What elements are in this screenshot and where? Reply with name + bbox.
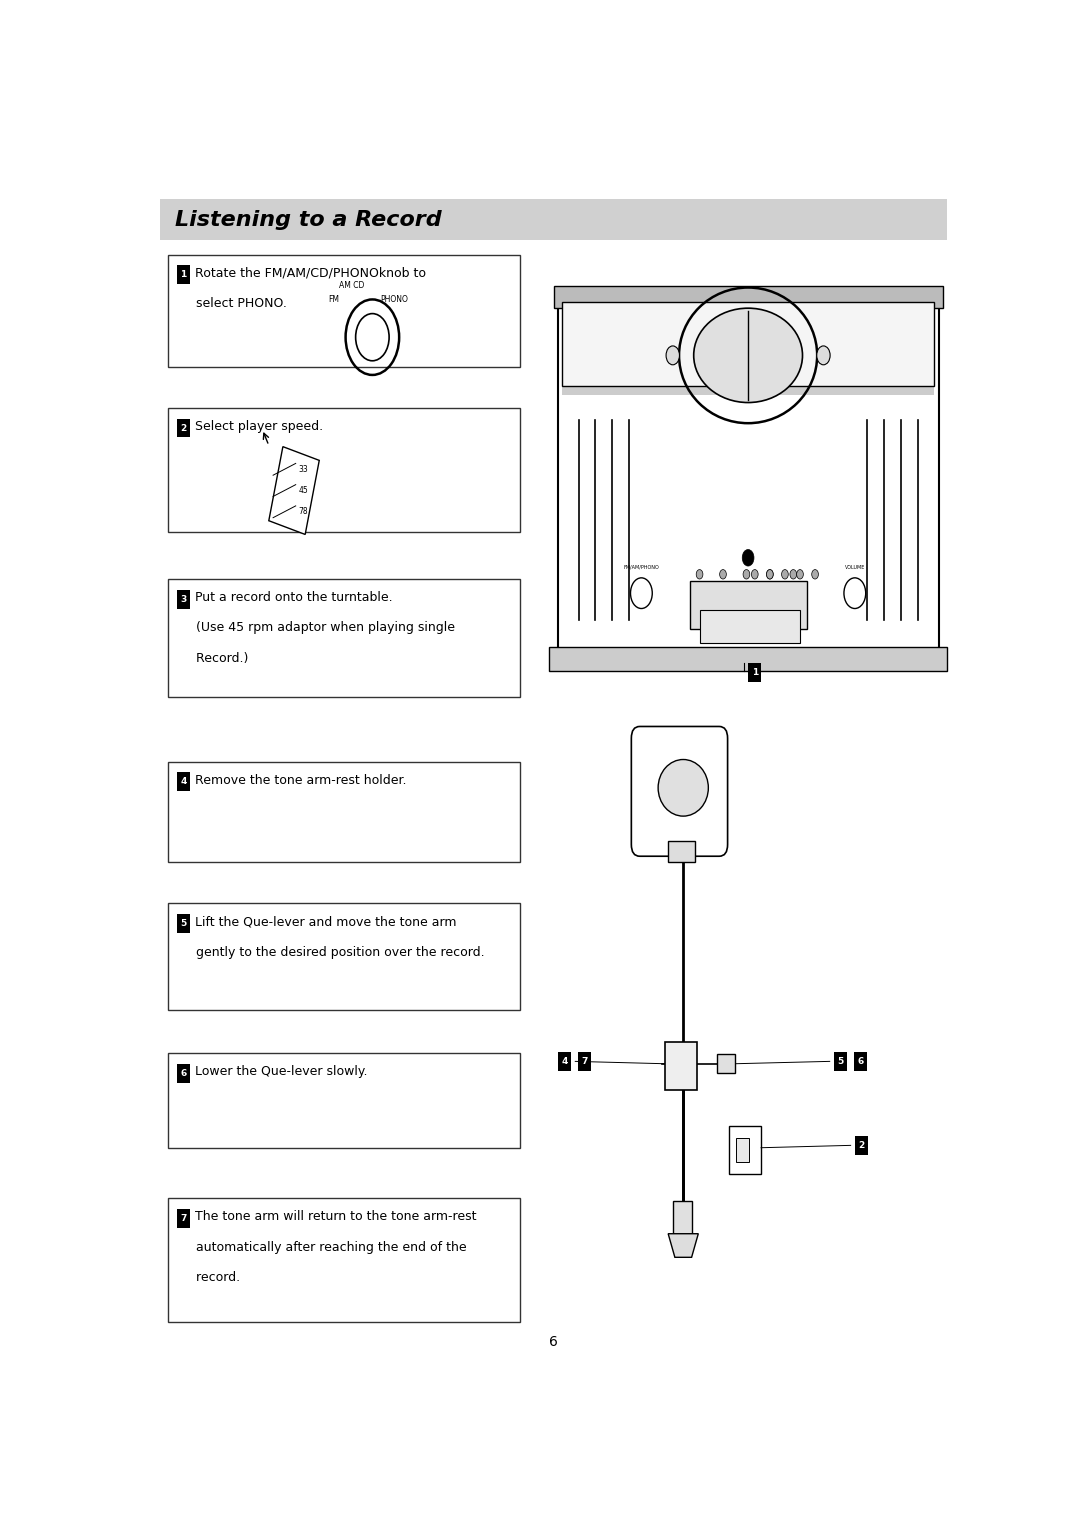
FancyBboxPatch shape: [177, 265, 190, 283]
FancyBboxPatch shape: [834, 1052, 848, 1071]
FancyBboxPatch shape: [168, 408, 521, 532]
Ellipse shape: [658, 760, 708, 817]
FancyBboxPatch shape: [717, 1054, 735, 1074]
Text: gently to the desired position over the record.: gently to the desired position over the …: [184, 945, 484, 959]
Text: VOLUME: VOLUME: [845, 565, 865, 570]
Text: Put a record onto the turntable.: Put a record onto the turntable.: [195, 591, 393, 604]
Polygon shape: [269, 447, 320, 535]
FancyBboxPatch shape: [689, 581, 807, 628]
Text: 3: 3: [180, 594, 187, 604]
Text: 4: 4: [180, 777, 187, 786]
FancyBboxPatch shape: [578, 1052, 591, 1071]
Text: FM/AM/PHONO: FM/AM/PHONO: [623, 565, 659, 570]
Text: 5: 5: [180, 919, 187, 928]
FancyBboxPatch shape: [168, 1198, 521, 1322]
Text: AM CD: AM CD: [339, 280, 364, 290]
Text: record.: record.: [184, 1272, 240, 1284]
FancyBboxPatch shape: [177, 418, 190, 438]
Circle shape: [742, 550, 754, 565]
Circle shape: [743, 570, 750, 579]
FancyBboxPatch shape: [168, 1052, 521, 1147]
Text: The tone arm will return to the tone arm-rest: The tone arm will return to the tone arm…: [195, 1210, 476, 1223]
Ellipse shape: [693, 308, 802, 403]
Text: 7: 7: [581, 1057, 588, 1066]
Circle shape: [767, 570, 773, 579]
FancyBboxPatch shape: [855, 1135, 868, 1155]
FancyBboxPatch shape: [669, 841, 694, 863]
FancyBboxPatch shape: [177, 1209, 190, 1227]
FancyBboxPatch shape: [168, 761, 521, 863]
FancyBboxPatch shape: [632, 726, 728, 856]
FancyBboxPatch shape: [748, 663, 761, 682]
FancyBboxPatch shape: [665, 1042, 697, 1089]
FancyBboxPatch shape: [557, 296, 939, 650]
Text: Lower the Que-lever slowly.: Lower the Que-lever slowly.: [195, 1065, 368, 1079]
FancyBboxPatch shape: [177, 915, 190, 933]
Text: 6: 6: [180, 1069, 187, 1079]
Circle shape: [812, 570, 819, 579]
Circle shape: [697, 570, 703, 579]
Text: 78: 78: [298, 507, 308, 516]
FancyBboxPatch shape: [177, 772, 190, 792]
Text: 2: 2: [859, 1141, 865, 1151]
Text: select PHONO.: select PHONO.: [184, 297, 286, 309]
Circle shape: [797, 570, 804, 579]
Polygon shape: [669, 1233, 699, 1258]
Text: Lift the Que-lever and move the tone arm: Lift the Que-lever and move the tone arm: [195, 915, 457, 928]
FancyBboxPatch shape: [735, 1138, 750, 1161]
Text: 6: 6: [549, 1336, 558, 1350]
Circle shape: [666, 346, 679, 365]
Text: 1: 1: [752, 668, 758, 677]
Text: Select player speed.: Select player speed.: [195, 420, 323, 432]
Text: Remove the tone arm-rest holder.: Remove the tone arm-rest holder.: [195, 774, 407, 786]
FancyBboxPatch shape: [700, 610, 800, 643]
Text: (Use 45 rpm adaptor when playing single: (Use 45 rpm adaptor when playing single: [184, 622, 455, 634]
Circle shape: [767, 570, 773, 579]
FancyBboxPatch shape: [673, 1201, 691, 1233]
FancyBboxPatch shape: [854, 1052, 867, 1071]
Circle shape: [752, 570, 758, 579]
Text: 33: 33: [298, 464, 308, 473]
Text: Record.): Record.): [184, 653, 248, 665]
Text: FM: FM: [328, 296, 339, 303]
FancyBboxPatch shape: [160, 199, 947, 241]
Text: Rotate the FM/AM/CD/PHONOknob to: Rotate the FM/AM/CD/PHONOknob to: [195, 267, 427, 279]
Text: 45: 45: [298, 486, 308, 495]
FancyBboxPatch shape: [168, 254, 521, 366]
Text: automatically after reaching the end of the: automatically after reaching the end of …: [184, 1241, 467, 1253]
Text: Listening to a Record: Listening to a Record: [175, 210, 442, 230]
Text: 1: 1: [180, 270, 187, 279]
Text: 2: 2: [180, 423, 187, 432]
FancyBboxPatch shape: [562, 302, 934, 386]
Text: 7: 7: [180, 1213, 187, 1223]
Circle shape: [782, 570, 788, 579]
FancyBboxPatch shape: [729, 1126, 761, 1174]
Text: PHONO: PHONO: [381, 296, 408, 303]
FancyBboxPatch shape: [168, 904, 521, 1010]
Circle shape: [789, 570, 797, 579]
Text: 4: 4: [562, 1057, 568, 1066]
Text: 5: 5: [837, 1057, 843, 1066]
Circle shape: [816, 346, 831, 365]
FancyBboxPatch shape: [554, 286, 943, 308]
Text: 6: 6: [858, 1057, 864, 1066]
Circle shape: [719, 570, 727, 579]
FancyBboxPatch shape: [177, 1063, 190, 1083]
FancyBboxPatch shape: [168, 579, 521, 697]
FancyBboxPatch shape: [562, 386, 934, 395]
FancyBboxPatch shape: [557, 1052, 571, 1071]
FancyBboxPatch shape: [177, 590, 190, 608]
FancyBboxPatch shape: [550, 648, 947, 671]
